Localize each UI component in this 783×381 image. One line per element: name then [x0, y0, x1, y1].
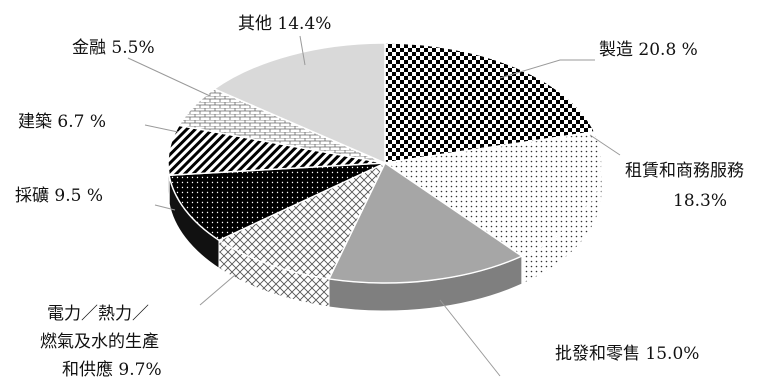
pie-slice-7 — [212, 42, 386, 165]
label-leasing-line2: 18.3% — [673, 191, 727, 211]
pie-slice-3 — [217, 161, 387, 280]
leader-lines — [127, 35, 621, 377]
leader-line-4 — [154, 204, 176, 211]
data-labels: 製造 20.8 % 租賃和商務服務 18.3% 批發和零售 15.0% 電力／熱… — [15, 14, 744, 380]
leader-line-1 — [589, 134, 621, 156]
label-other: 其他 14.4% — [238, 14, 331, 34]
label-utilities-line2: 燃氣及水的生產 — [40, 332, 159, 352]
pie-slice-2 — [327, 161, 524, 284]
label-finance: 金融 5.5% — [72, 38, 155, 58]
label-utilities-line1: 電力／熱力／ — [47, 304, 149, 324]
label-utilities-line3: 和供應 9.7% — [62, 359, 162, 380]
leader-line-0 — [499, 59, 595, 79]
label-construction: 建築 6.7 % — [18, 112, 106, 132]
label-wholesale: 批發和零售 15.0% — [555, 344, 699, 364]
leader-line-6 — [127, 57, 211, 97]
pie-slice-0 — [384, 42, 596, 164]
leader-line-7 — [299, 35, 306, 66]
pie-slice-1 — [382, 131, 603, 257]
label-manufacturing: 製造 20.8 % — [599, 40, 698, 60]
leader-line-3 — [199, 274, 236, 306]
label-mining: 採礦 9.5 % — [15, 186, 103, 206]
pie-slice-4 — [168, 162, 386, 242]
leader-line-2 — [439, 299, 501, 377]
leader-line-5 — [144, 124, 179, 133]
label-leasing-line1: 租賃和商務服務 — [625, 161, 744, 181]
pie-depth — [167, 162, 603, 312]
pie-slices — [167, 42, 603, 284]
